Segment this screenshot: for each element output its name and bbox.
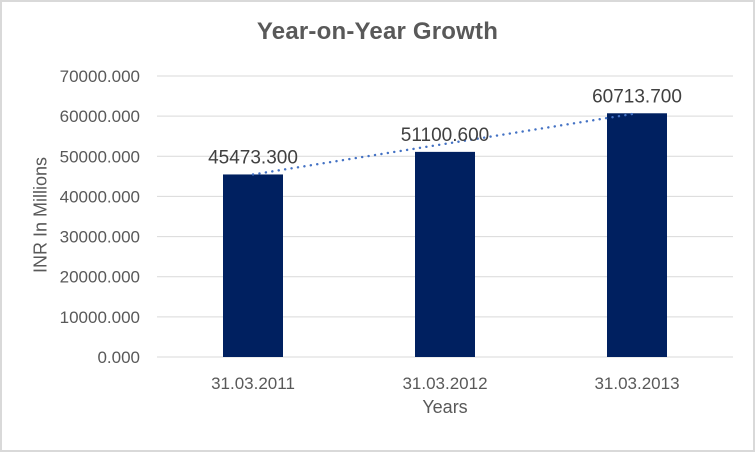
x-tick-label: 31.03.2011 <box>211 374 295 393</box>
bar <box>223 174 283 357</box>
y-tick-label: 70000.000 <box>60 67 140 86</box>
bar <box>607 113 667 357</box>
y-tick-label: 10000.000 <box>60 308 140 327</box>
bar <box>415 151 475 357</box>
x-tick-label: 31.03.2013 <box>594 374 679 393</box>
trendline <box>251 112 639 176</box>
chart-title: Year-on-Year Growth <box>256 18 499 45</box>
data-label: 60713.700 <box>592 86 682 107</box>
y-tick-label: 0.000 <box>97 348 140 367</box>
x-tick-label: 31.03.2012 <box>402 374 487 393</box>
data-label: 51100.600 <box>401 125 489 146</box>
data-label: 45473.300 <box>208 147 298 168</box>
y-tick-label: 50000.000 <box>60 147 140 166</box>
y-tick-label: 20000.000 <box>60 268 140 287</box>
x-axis-title: Years <box>422 397 468 417</box>
y-tick-label: 30000.000 <box>60 228 140 247</box>
y-tick-label: 60000.000 <box>60 107 140 126</box>
y-tick-label: 40000.000 <box>60 187 140 206</box>
